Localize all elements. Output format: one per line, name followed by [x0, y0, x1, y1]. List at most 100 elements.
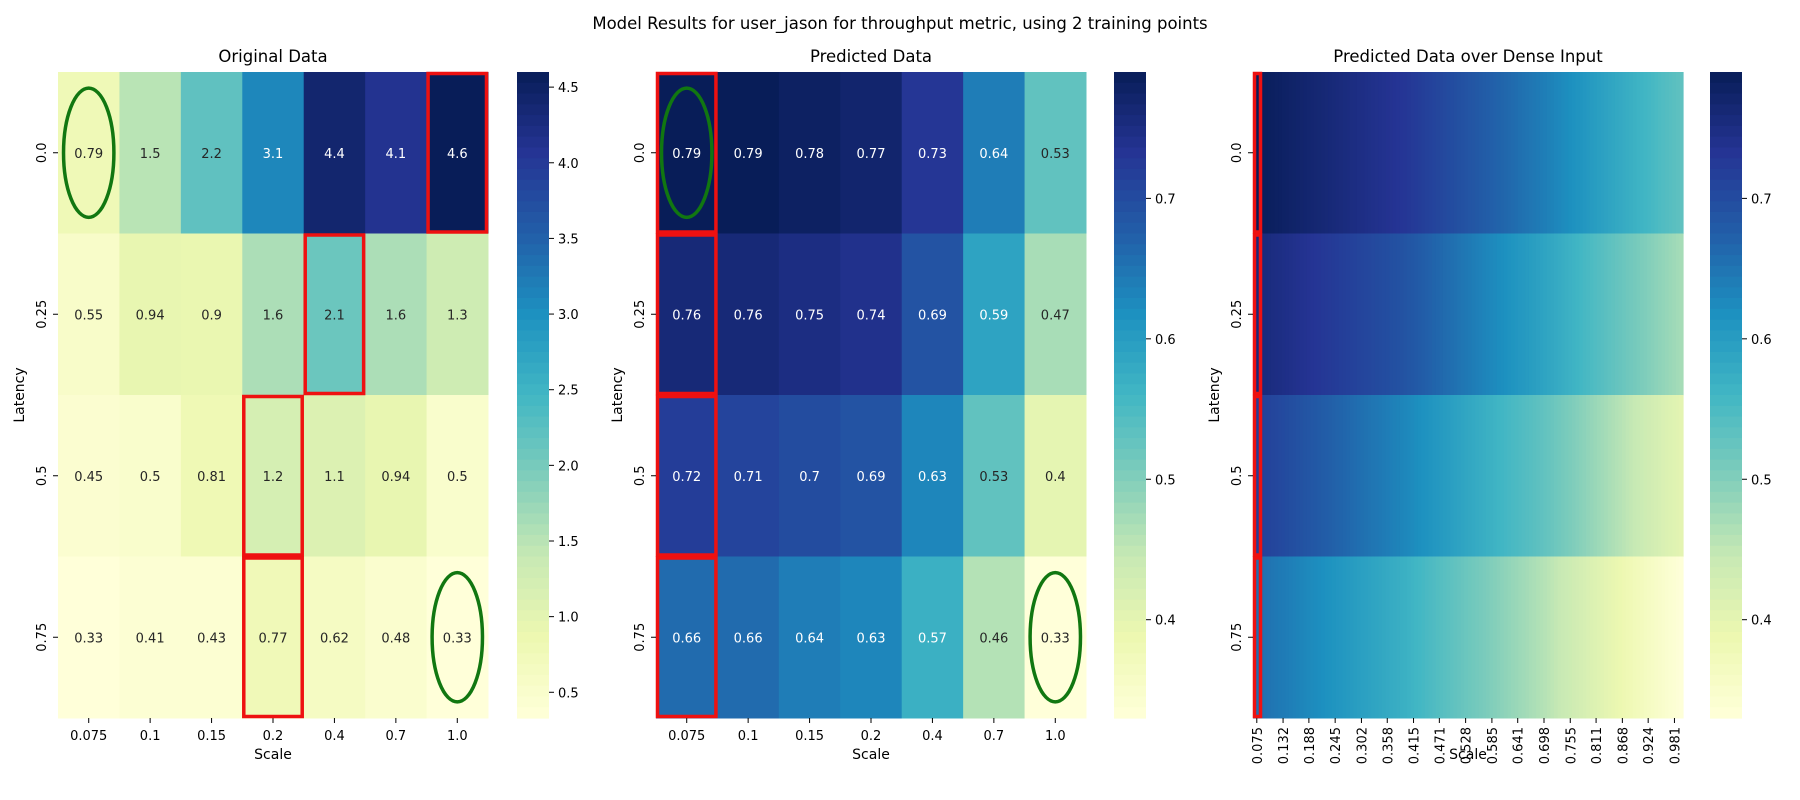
dense-cell [1475, 395, 1480, 557]
dense-cell [1410, 556, 1415, 719]
colorbar-band [1114, 395, 1146, 407]
colorbar-band [517, 545, 549, 558]
highlight-box [655, 71, 718, 234]
colorbar-tick-label: 0.7 [1155, 192, 1176, 207]
colorbar-band [1114, 211, 1146, 224]
dense-cell [1288, 395, 1294, 557]
dense-cell [1457, 233, 1462, 396]
dense-cell [1640, 556, 1645, 719]
dense-cell [1600, 556, 1605, 719]
heatmap-cell [242, 233, 305, 396]
dense-cell [1324, 72, 1329, 234]
cell-value-label: 0.69 [918, 308, 947, 323]
colorbar-band [1114, 448, 1146, 461]
dense-cell [1460, 395, 1466, 557]
heatmap-cell [656, 556, 718, 719]
dense-cell [1435, 72, 1440, 234]
dense-cell [1489, 395, 1494, 557]
dense-cell [1288, 72, 1294, 234]
dense-cell [1414, 556, 1419, 719]
dense-cell [1317, 72, 1322, 234]
colorbar-band [517, 405, 549, 418]
heatmap-cell [901, 72, 964, 234]
colorbar-band [517, 244, 549, 256]
x-tick-label: 0.7 [386, 729, 407, 744]
heatmap-cell [901, 556, 964, 719]
panel-title: Original Data [218, 47, 327, 66]
colorbar-band [517, 481, 549, 493]
dense-cell [1331, 72, 1337, 234]
colorbar-band [1114, 384, 1146, 396]
dense-cell [1339, 233, 1344, 396]
dense-cell [1267, 72, 1272, 234]
dense-cell [1392, 395, 1397, 557]
dense-cell [1439, 233, 1444, 396]
x-tick-label: 0.358 [1381, 727, 1396, 764]
colorbar-band [517, 621, 549, 633]
heatmap-cell [58, 233, 120, 396]
colorbar-band [1710, 448, 1742, 461]
dense-cell [1331, 556, 1337, 719]
dense-cell [1675, 395, 1681, 557]
cell-value-label: 0.76 [672, 308, 701, 323]
colorbar-band [1710, 545, 1742, 558]
dense-cell [1489, 556, 1494, 719]
colorbar-band [1710, 707, 1742, 719]
colorbar-band [1114, 190, 1146, 202]
y-tick-label: 0.0 [35, 142, 50, 163]
dense-cell [1593, 233, 1598, 396]
dense-cell [1672, 72, 1677, 234]
dense-cell [1503, 556, 1509, 719]
cell-value-label: 0.63 [857, 631, 886, 646]
heatmap-cell [901, 233, 964, 396]
cell-value-label: 0.73 [918, 147, 947, 162]
dense-cell [1281, 233, 1286, 396]
x-tick-label: 1.0 [447, 729, 468, 744]
dense-cell [1521, 556, 1526, 719]
x-tick-label: 0.2 [861, 729, 882, 744]
heatmap-cell [963, 556, 1026, 719]
colorbar-band [1710, 567, 1742, 579]
heatmap-cell [656, 233, 718, 396]
heatmap-cell [656, 395, 718, 557]
dense-cell [1503, 395, 1509, 557]
dense-cell [1632, 395, 1638, 557]
colorbar-tick-label: 1.5 [558, 535, 579, 550]
colorbar-band [1114, 72, 1146, 84]
dense-cell [1661, 556, 1666, 719]
dense-cell [1554, 72, 1559, 234]
dense-cell [1339, 556, 1344, 719]
colorbar-band [517, 255, 549, 267]
dense-cell [1543, 233, 1548, 396]
colorbar-band [1114, 265, 1146, 278]
heatmap-cell [242, 72, 305, 234]
colorbar-band [1710, 405, 1742, 418]
colorbar-band [1114, 255, 1146, 267]
dense-cell [1536, 72, 1541, 234]
dense-cell [1321, 395, 1326, 557]
dense-cell [1450, 395, 1455, 557]
dense-cell [1274, 72, 1279, 234]
dense-cell [1396, 72, 1401, 234]
dense-cell [1550, 556, 1555, 719]
x-tick-label: 0.471 [1433, 727, 1448, 764]
colorbar-band [517, 588, 549, 601]
cell-value-label: 0.66 [672, 631, 701, 646]
colorbar-band [517, 190, 549, 202]
colorbar-band [517, 438, 549, 450]
colorbar-tick-label: 2.5 [558, 384, 579, 399]
heatmap-cell [426, 72, 489, 234]
colorbar-band [1710, 308, 1742, 321]
dense-cell [1389, 556, 1394, 719]
colorbar-band [1114, 158, 1146, 170]
dense-cell [1292, 233, 1297, 396]
dense-cell [1636, 395, 1641, 557]
colorbar-band [1710, 513, 1742, 525]
dense-cell [1353, 556, 1358, 719]
dense-cell [1672, 233, 1677, 396]
dense-cell [1281, 72, 1286, 234]
dense-cell [1614, 395, 1620, 557]
dense-cell [1256, 395, 1261, 557]
dense-cell [1367, 556, 1372, 719]
dense-cell [1364, 72, 1369, 234]
